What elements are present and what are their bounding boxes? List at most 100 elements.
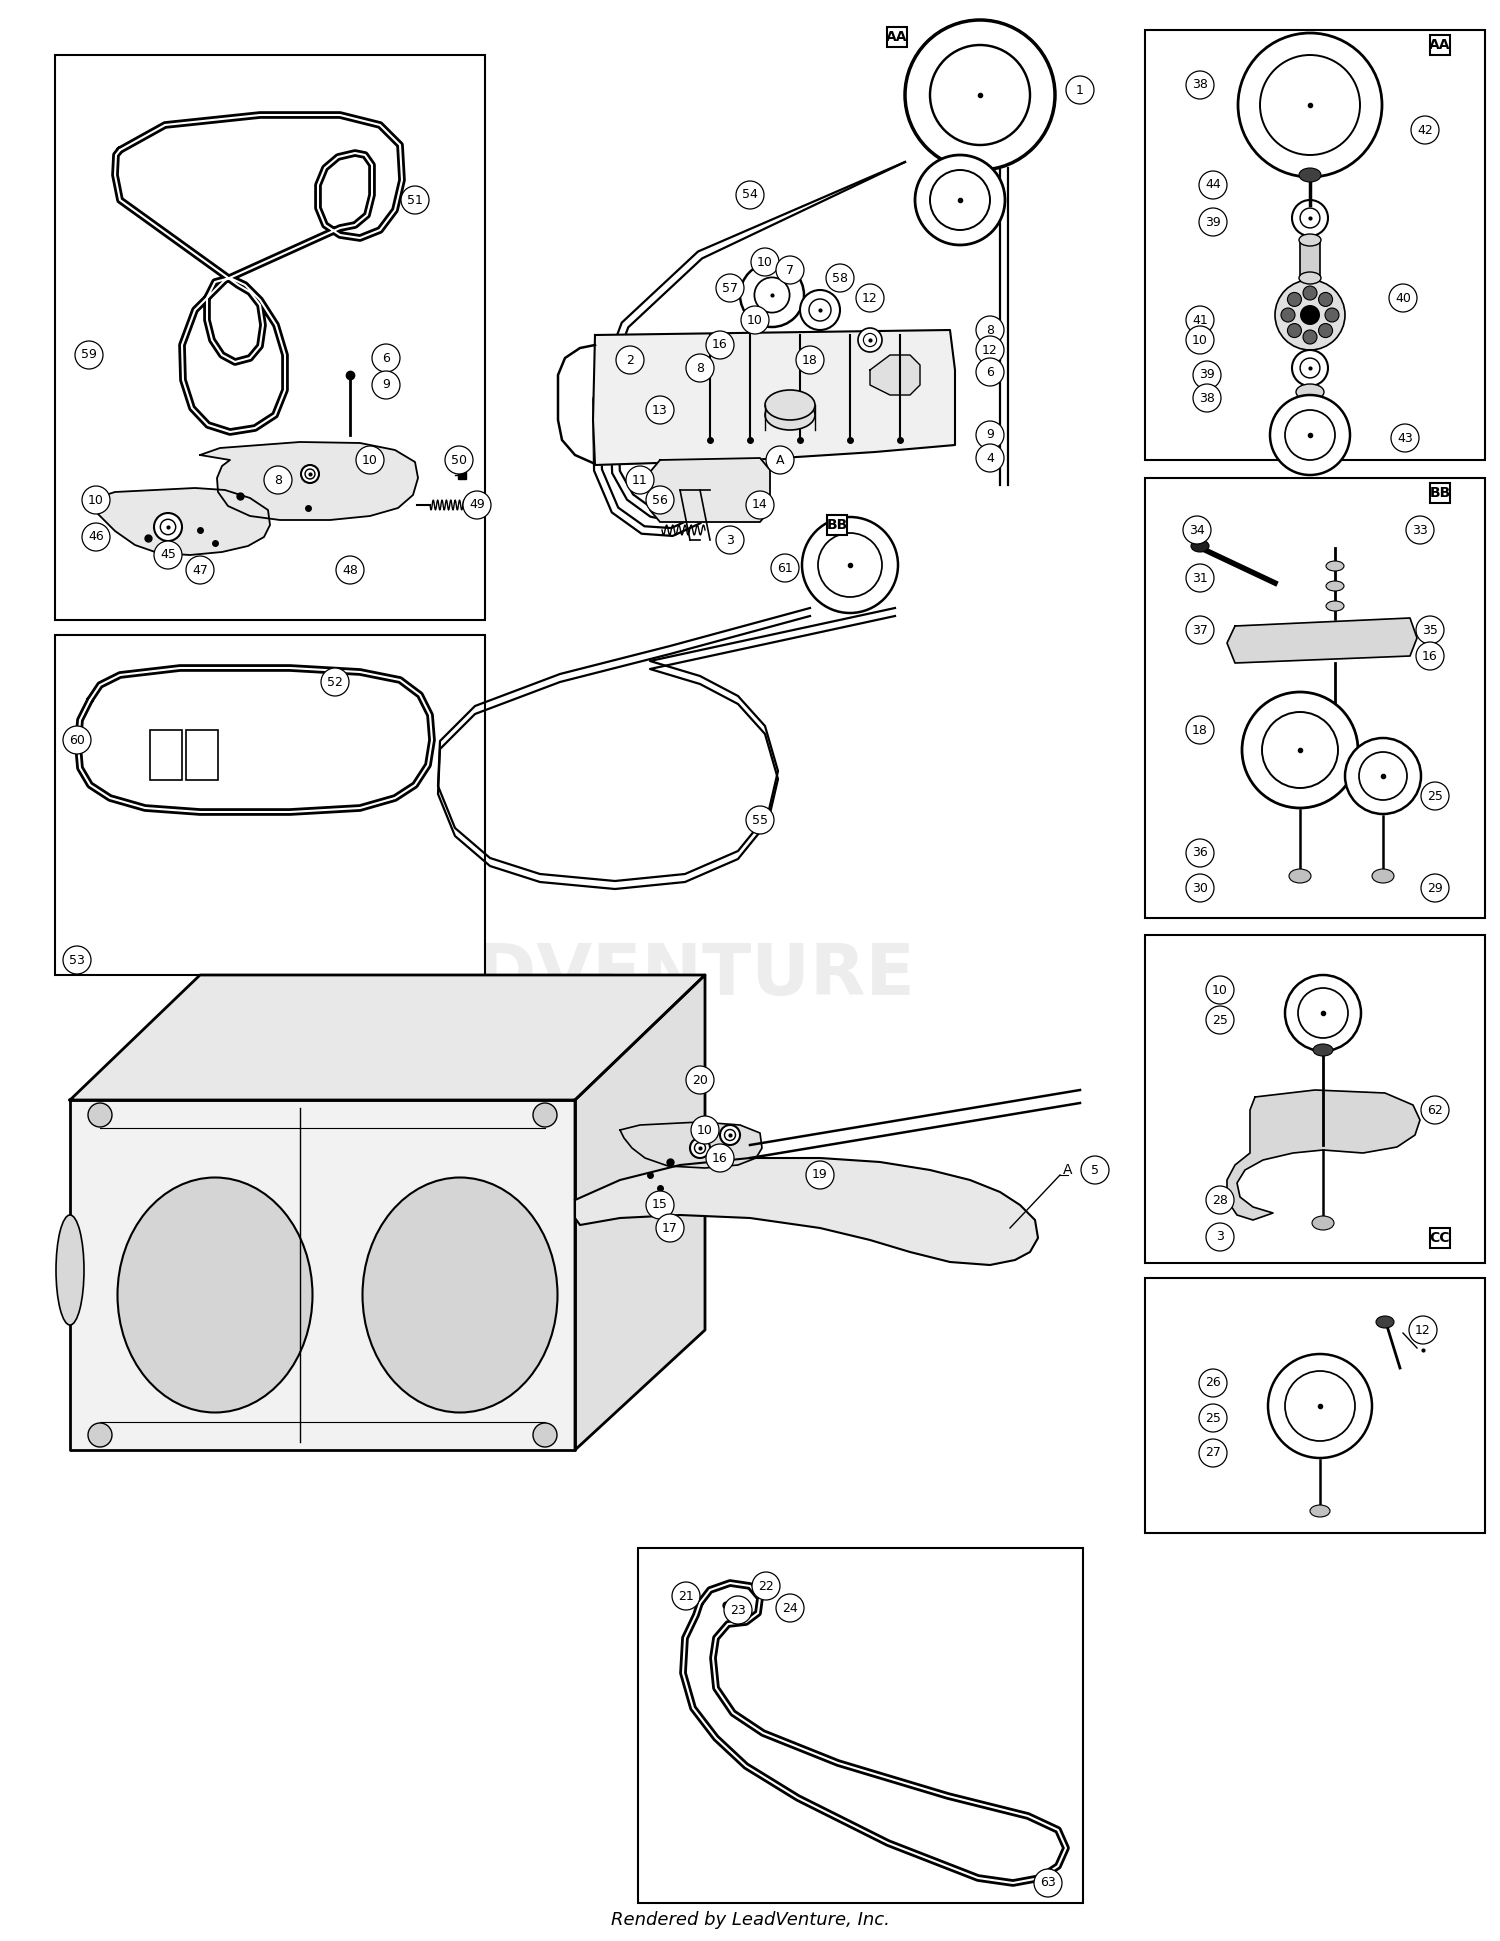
Text: 8: 8: [274, 474, 282, 487]
Text: 3: 3: [1216, 1231, 1224, 1244]
Ellipse shape: [1287, 324, 1302, 338]
Circle shape: [720, 1126, 740, 1145]
Text: 11: 11: [632, 474, 648, 487]
Circle shape: [1420, 782, 1449, 809]
Ellipse shape: [1191, 540, 1209, 551]
Circle shape: [752, 248, 778, 276]
Text: 61: 61: [777, 561, 794, 575]
Circle shape: [1186, 307, 1214, 334]
Circle shape: [746, 806, 774, 835]
Bar: [56, 635, 485, 974]
Text: BB: BB: [827, 518, 848, 532]
Ellipse shape: [1299, 169, 1322, 182]
Circle shape: [626, 466, 654, 495]
Text: 38: 38: [1192, 78, 1208, 91]
Ellipse shape: [1376, 1316, 1394, 1328]
Circle shape: [1066, 76, 1094, 105]
FancyBboxPatch shape: [827, 514, 848, 536]
Circle shape: [716, 526, 744, 553]
Circle shape: [858, 328, 882, 351]
Circle shape: [1186, 565, 1214, 592]
FancyBboxPatch shape: [1430, 483, 1450, 503]
Bar: [1144, 936, 1485, 1264]
Circle shape: [796, 345, 824, 375]
Circle shape: [1390, 423, 1419, 452]
Circle shape: [1268, 1355, 1372, 1458]
Circle shape: [1238, 33, 1382, 177]
Polygon shape: [650, 458, 770, 522]
Circle shape: [1186, 873, 1214, 903]
Text: 25: 25: [1204, 1411, 1221, 1425]
Circle shape: [686, 1066, 714, 1095]
Circle shape: [1406, 516, 1434, 543]
Text: 14: 14: [752, 499, 768, 512]
Circle shape: [400, 186, 429, 214]
Ellipse shape: [1304, 285, 1317, 301]
Circle shape: [915, 155, 1005, 245]
Circle shape: [646, 396, 674, 423]
Text: 30: 30: [1192, 881, 1208, 895]
Circle shape: [752, 1572, 780, 1599]
Text: 25: 25: [1426, 790, 1443, 802]
Text: 59: 59: [81, 349, 98, 361]
Text: 56: 56: [652, 493, 668, 507]
Text: 25: 25: [1212, 1013, 1228, 1027]
FancyBboxPatch shape: [1430, 1229, 1450, 1248]
Ellipse shape: [1287, 293, 1302, 307]
Circle shape: [976, 421, 1004, 448]
Circle shape: [63, 945, 92, 974]
Text: 12: 12: [862, 291, 877, 305]
Text: 12: 12: [1414, 1324, 1431, 1337]
Ellipse shape: [1304, 330, 1317, 344]
Circle shape: [1198, 1368, 1227, 1398]
Text: 9: 9: [986, 429, 994, 441]
Text: 46: 46: [88, 530, 104, 543]
Text: 7: 7: [786, 264, 794, 276]
Circle shape: [1206, 1186, 1234, 1213]
Text: 28: 28: [1212, 1194, 1228, 1207]
Text: 35: 35: [1422, 623, 1438, 637]
Text: 53: 53: [69, 953, 86, 967]
Ellipse shape: [56, 1215, 84, 1326]
Bar: [1144, 477, 1485, 918]
Text: 54: 54: [742, 188, 758, 202]
Text: 16: 16: [712, 1151, 728, 1165]
Text: 17: 17: [662, 1221, 678, 1234]
Ellipse shape: [1318, 293, 1332, 307]
Circle shape: [1206, 1005, 1234, 1035]
Text: 48: 48: [342, 563, 358, 576]
Text: 22: 22: [758, 1580, 774, 1592]
Ellipse shape: [1310, 1504, 1330, 1518]
Circle shape: [1286, 974, 1360, 1050]
Polygon shape: [574, 974, 705, 1450]
Text: 10: 10: [1212, 984, 1228, 996]
Circle shape: [976, 316, 1004, 344]
Circle shape: [706, 1143, 734, 1172]
Text: 13: 13: [652, 404, 668, 417]
Circle shape: [154, 542, 182, 569]
Text: 1: 1: [1076, 83, 1084, 97]
Text: 63: 63: [1040, 1877, 1056, 1889]
Circle shape: [646, 485, 674, 514]
Circle shape: [154, 512, 182, 542]
Text: 23: 23: [730, 1603, 746, 1617]
Ellipse shape: [1318, 324, 1332, 338]
Circle shape: [1198, 1403, 1227, 1432]
Circle shape: [1186, 839, 1214, 868]
Text: 37: 37: [1192, 623, 1208, 637]
Text: 55: 55: [752, 813, 768, 827]
Polygon shape: [70, 974, 705, 1101]
Circle shape: [1186, 326, 1214, 353]
Text: 10: 10: [747, 314, 764, 326]
Circle shape: [1389, 283, 1417, 313]
Circle shape: [776, 256, 804, 283]
Circle shape: [1420, 1097, 1449, 1124]
Circle shape: [1184, 516, 1210, 543]
Circle shape: [1416, 642, 1444, 670]
Circle shape: [1198, 1438, 1227, 1467]
Ellipse shape: [1281, 309, 1294, 322]
Circle shape: [1242, 693, 1358, 807]
Text: 44: 44: [1204, 179, 1221, 192]
Ellipse shape: [363, 1178, 558, 1413]
Circle shape: [1292, 349, 1328, 386]
